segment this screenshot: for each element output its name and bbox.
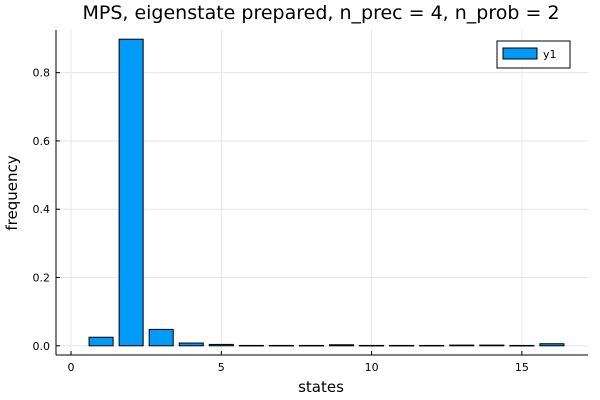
legend: y1	[496, 40, 571, 69]
legend-swatch	[502, 47, 538, 60]
bar-state-2	[118, 38, 144, 347]
chart-title: MPS, eigenstate prepared, n_prec = 4, n_…	[82, 2, 559, 24]
bar-state-3	[148, 328, 174, 347]
bar-state-10	[359, 344, 385, 347]
y-tick-label: 0.8	[33, 67, 51, 80]
y-tick-label: 0.4	[33, 203, 51, 216]
bar-state-13	[449, 344, 475, 347]
bar-state-16	[539, 343, 565, 347]
bar-state-5	[208, 343, 234, 347]
bar-state-12	[419, 344, 445, 347]
bar-state-4	[178, 342, 204, 347]
y-tick-label: 0.0	[33, 340, 51, 353]
bar-state-11	[389, 344, 415, 347]
y-tick-label: 0.6	[33, 135, 51, 148]
y-axis-label: frequency	[3, 155, 21, 230]
axes	[55, 30, 588, 356]
bar-state-1	[88, 336, 114, 347]
x-tick-label: 15	[515, 361, 529, 374]
bar-state-7	[268, 344, 294, 347]
legend-label-y1: y1	[543, 48, 557, 61]
y-tick-label: 0.2	[33, 272, 51, 285]
x-tick-label: 10	[365, 361, 379, 374]
bar-state-8	[298, 344, 325, 347]
bars	[88, 38, 565, 347]
x-ticks: 0 5 10 15	[68, 351, 529, 374]
x-tick-label: 5	[218, 361, 225, 374]
y-ticks: 0.0 0.2 0.4 0.6 0.8	[33, 67, 60, 353]
bar-state-15	[509, 344, 535, 347]
bar-state-14	[479, 344, 505, 347]
bar-state-6	[238, 344, 264, 347]
x-axis-label: states	[298, 378, 344, 396]
x-tick-label: 0	[68, 361, 75, 374]
bar-state-9	[329, 344, 355, 347]
